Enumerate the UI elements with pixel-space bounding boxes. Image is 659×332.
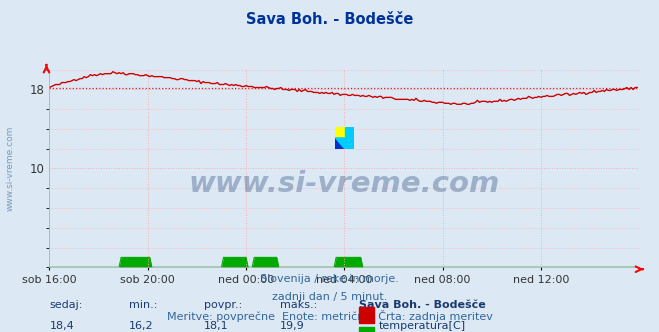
Text: 18,4: 18,4 — [49, 321, 74, 331]
Text: Slovenija / reke in morje.: Slovenija / reke in morje. — [260, 274, 399, 284]
Text: Sava Boh. - Bodešče: Sava Boh. - Bodešče — [246, 12, 413, 27]
Polygon shape — [345, 127, 354, 138]
Text: povpr.:: povpr.: — [204, 300, 243, 310]
Text: zadnji dan / 5 minut.: zadnji dan / 5 minut. — [272, 292, 387, 302]
Text: 19,9: 19,9 — [280, 321, 305, 331]
Polygon shape — [345, 138, 354, 149]
Text: 16,2: 16,2 — [129, 321, 153, 331]
Polygon shape — [335, 138, 345, 149]
Text: www.si-vreme.com: www.si-vreme.com — [5, 126, 14, 211]
Text: Meritve: povprečne  Enote: metrične  Črta: zadnja meritev: Meritve: povprečne Enote: metrične Črta:… — [167, 310, 492, 322]
Text: temperatura[C]: temperatura[C] — [379, 321, 466, 331]
Text: sedaj:: sedaj: — [49, 300, 83, 310]
Text: 18,1: 18,1 — [204, 321, 229, 331]
Text: Sava Boh. - Bodešče: Sava Boh. - Bodešče — [359, 300, 486, 310]
Text: www.si-vreme.com: www.si-vreme.com — [188, 170, 500, 198]
Polygon shape — [335, 138, 345, 149]
Text: min.:: min.: — [129, 300, 157, 310]
Polygon shape — [335, 127, 345, 138]
Text: maks.:: maks.: — [280, 300, 318, 310]
